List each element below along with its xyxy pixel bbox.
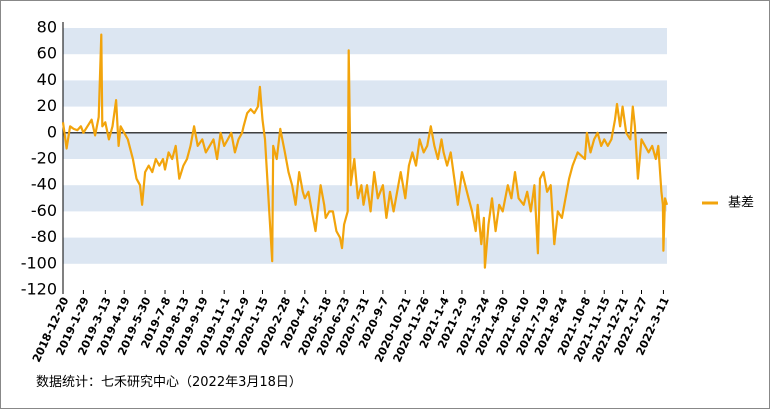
y-tick-label: 40 [37, 70, 57, 89]
y-tick-label: 0 [47, 122, 57, 141]
grid-band [63, 132, 667, 159]
y-tick-label: -20 [31, 149, 57, 168]
y-tick-label: -80 [31, 227, 57, 246]
legend-label: 基差 [728, 196, 754, 211]
y-tick-label: -60 [31, 201, 57, 220]
bands [63, 28, 667, 264]
y-tick-label: -40 [31, 175, 57, 194]
line [61, 33, 669, 269]
grid-band [63, 237, 667, 264]
note: 数据统计：七禾研究中心（2022年3月18日） [36, 375, 302, 390]
grid-band [63, 28, 667, 55]
y-tick-label: 60 [37, 44, 57, 63]
y-tick-label: 80 [37, 18, 57, 37]
y-tick-label: -100 [21, 253, 57, 272]
y-tick-label: -120 [21, 280, 57, 299]
grid-band [63, 80, 667, 107]
y-tick-label: 20 [37, 96, 57, 115]
